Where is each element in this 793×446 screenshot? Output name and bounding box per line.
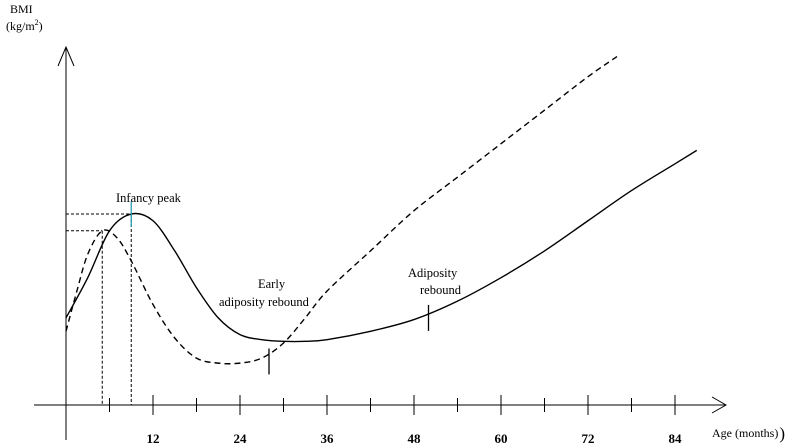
y-axis-unit: (kg/m2): [6, 18, 43, 33]
series-layer: [65, 56, 698, 365]
x-tick-label: 48: [408, 431, 422, 446]
x-tick-label: 72: [582, 431, 595, 446]
axes: [34, 45, 728, 440]
annotation-infancy-peak: Infancy peak: [116, 191, 182, 205]
reference-lines: [66, 213, 132, 405]
annotation-early-rebound-line1: Early: [258, 277, 286, 291]
series-solid-line: [65, 149, 698, 343]
x-tick-label: 36: [321, 431, 335, 446]
y-axis-label: BMI: [10, 2, 33, 16]
x-tick-label: 24: [234, 431, 248, 446]
x-axis-label-text: Age (months): [712, 426, 778, 440]
x-tick-label: 60: [495, 431, 508, 446]
x-tick-label: 12: [147, 431, 160, 446]
tick-layer: 12 24 36 48 60 72 84: [109, 395, 683, 446]
x-axis-label: Age (months)): [712, 424, 785, 443]
x-axis-arrowhead: [711, 396, 728, 414]
annotation-adiposity-rebound-line2: rebound: [420, 283, 462, 297]
series-dashed-line: [65, 56, 618, 365]
annotation-adiposity-rebound-line1: Adiposity: [408, 266, 458, 280]
x-tick-label: 84: [669, 431, 683, 446]
y-axis-arrowhead: [57, 45, 75, 67]
y-axis-unit-prefix: (kg/m: [6, 19, 35, 33]
x-axis-label-paren: ): [779, 424, 785, 443]
markers-layer: [130, 201, 430, 375]
y-axis-unit-suffix: ): [39, 19, 43, 33]
annotation-early-rebound-line2: adiposity rebound: [219, 295, 310, 309]
y-axis-unit-sup: 2: [35, 18, 39, 27]
